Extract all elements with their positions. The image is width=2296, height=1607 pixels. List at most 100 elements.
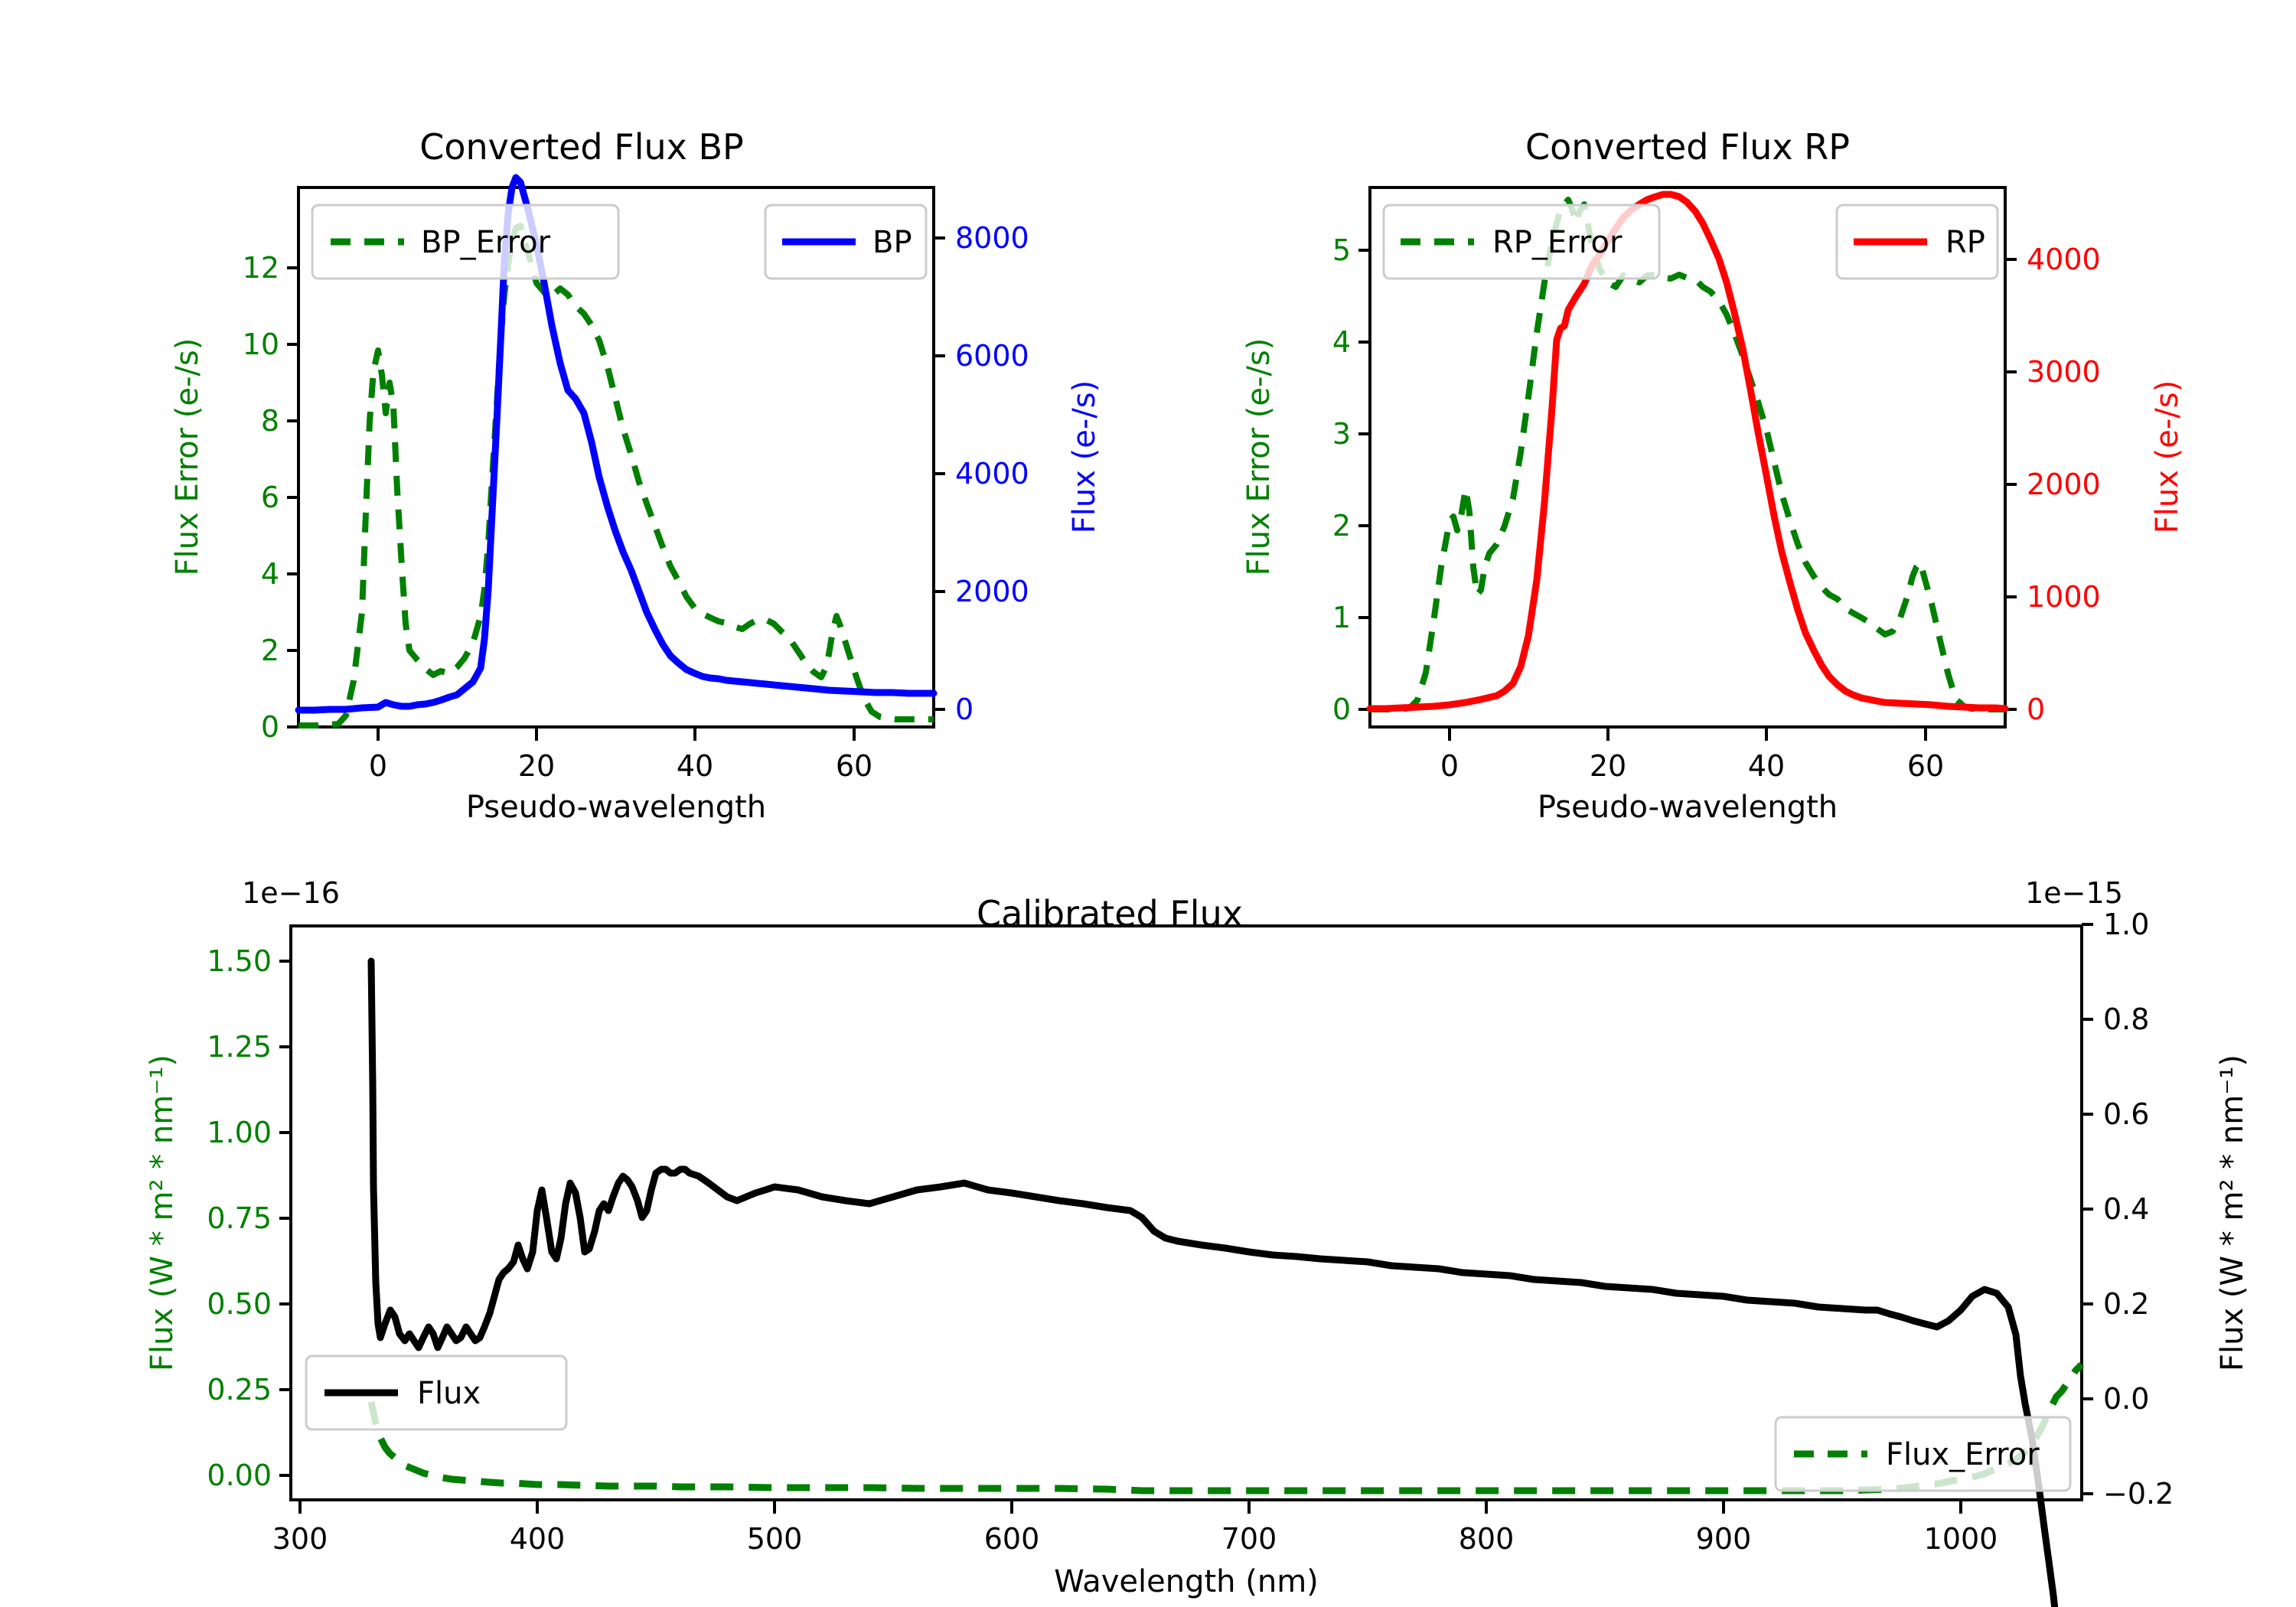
rp-ytick-left-4: 4	[1332, 325, 1351, 359]
calibrated-legend-error-label: Flux_Error	[1886, 1437, 2040, 1472]
rp-legend-error-label: RP_Error	[1492, 225, 1623, 260]
calibrated-ytick-left-075: 0.75	[207, 1201, 272, 1235]
calibrated-ytick-right-08: 0.8	[2103, 1002, 2149, 1036]
bp-axes-frame	[297, 186, 935, 729]
bp-ytick-right-0: 0	[955, 693, 974, 726]
rp-xtick-20: 20	[1590, 749, 1626, 783]
calibrated-ytick-left-000: 0.00	[207, 1459, 272, 1492]
calibrated-ytick-right-m02: −0.2	[2103, 1477, 2174, 1511]
calibrated-plot-area	[367, 957, 2085, 1607]
calibrated-right-yticks: −0.2 0.0 0.2 0.4 0.6 0.8 1.0	[2082, 908, 2174, 1511]
calibrated-xtick-900: 900	[1696, 1522, 1752, 1556]
calibrated-svg: Calibrated Flux 1e−16 1e−15 0.00 0.25 0.…	[145, 876, 2250, 1607]
calibrated-ytick-left-050: 0.50	[207, 1287, 272, 1321]
calibrated-left-offset-text: 1e−16	[242, 876, 340, 910]
rp-ytick-left-3: 3	[1332, 417, 1351, 451]
rp-axes-frame	[1368, 186, 2007, 729]
bp-ytick-left-12: 12	[243, 251, 279, 285]
bp-ytick-right-6000: 6000	[955, 339, 1029, 373]
rp-legend-error[interactable]: RP_Error	[1382, 204, 1661, 280]
calibrated-xticks: 300 400 500 600 700 800 900 1000	[272, 1500, 1998, 1556]
calibrated-ytick-right-00: 0.0	[2103, 1382, 2149, 1416]
rp-xtick-0: 0	[1440, 749, 1459, 783]
calibrated-legend-error[interactable]: Flux_Error	[1774, 1416, 2072, 1492]
bp-svg: Converted Flux BP 0 2 4 6 8 10 12	[170, 126, 1102, 825]
calibrated-xtick-400: 400	[510, 1522, 566, 1556]
bp-legend-flux-label: BP	[872, 225, 912, 260]
bp-plot-area	[295, 174, 938, 729]
bp-error-curve	[298, 223, 934, 729]
rp-ytick-left-2: 2	[1332, 509, 1351, 543]
bp-title: Converted Flux BP	[419, 126, 744, 168]
calibrated-axes-frame	[289, 924, 2083, 1501]
rp-xticks: 0 20 40 60	[1440, 727, 1944, 783]
calibrated-ytick-left-125: 1.25	[207, 1030, 272, 1064]
rp-ytick-right-3000: 3000	[2027, 355, 2101, 389]
bp-ytick-left-2: 2	[261, 634, 279, 667]
calibrated-ytick-left-025: 0.25	[207, 1373, 272, 1407]
rp-svg: Converted Flux RP 0 1 2 3 4 5	[1241, 126, 2185, 825]
calibrated-yaxis-left-label: Flux (W * m² * nm⁻¹)	[145, 1054, 180, 1371]
bp-ytick-right-4000: 4000	[955, 457, 1029, 491]
rp-left-yticks: 0 1 2 3 4 5	[1332, 233, 1370, 726]
rp-ytick-left-5: 5	[1332, 233, 1351, 267]
rp-ytick-right-0: 0	[2027, 693, 2045, 726]
calibrated-xtick-800: 800	[1459, 1522, 1515, 1556]
bp-legend-error-label: BP_Error	[421, 225, 551, 260]
bp-right-yticks: 0 2000 4000 6000 8000	[934, 221, 1029, 726]
calibrated-left-yticks: 0.00 0.25 0.50 0.75 1.00 1.25 1.50	[207, 944, 291, 1492]
rp-xtick-60: 60	[1907, 749, 1944, 783]
calibrated-right-offset-text: 1e−15	[2025, 876, 2123, 910]
bp-xtick-0: 0	[369, 749, 387, 783]
calibrated-xtick-700: 700	[1221, 1522, 1277, 1556]
rp-ytick-left-0: 0	[1332, 693, 1351, 726]
bp-legend-flux[interactable]: BP	[764, 204, 928, 280]
rp-plot-area	[1366, 191, 2009, 712]
bp-left-yticks: 0 2 4 6 8 10 12	[243, 251, 298, 744]
bp-xaxis-label: Pseudo-wavelength	[466, 790, 766, 825]
rp-title: Converted Flux RP	[1525, 126, 1850, 168]
bp-ytick-left-6: 6	[261, 481, 279, 514]
rp-right-yticks: 0 1000 2000 3000 4000	[2005, 243, 2101, 726]
calibrated-ytick-left-100: 1.00	[207, 1116, 272, 1149]
calibrated-ytick-left-150: 1.50	[207, 944, 272, 978]
rp-xaxis-label: Pseudo-wavelength	[1538, 790, 1838, 825]
bp-yaxis-right-label: Flux (e-/s)	[1067, 380, 1102, 533]
rp-legend-flux[interactable]: RP	[1835, 204, 1999, 280]
rp-error-curve	[1370, 197, 2007, 712]
rp-ytick-left-1: 1	[1332, 601, 1351, 634]
bp-ytick-right-8000: 8000	[955, 221, 1029, 255]
calibrated-xtick-300: 300	[272, 1522, 328, 1556]
calibrated-xtick-500: 500	[747, 1522, 803, 1556]
rp-yaxis-right-label: Flux (e-/s)	[2150, 380, 2185, 533]
calibrated-ytick-right-10: 1.0	[2103, 908, 2149, 941]
rp-xtick-40: 40	[1748, 749, 1785, 783]
bp-ytick-right-2000: 2000	[955, 575, 1029, 608]
bp-xtick-40: 40	[677, 749, 713, 783]
bp-xticks: 0 20 40 60	[369, 727, 872, 783]
bp-flux-curve	[295, 174, 938, 714]
bp-ytick-left-4: 4	[261, 557, 279, 591]
calibrated-title: Calibrated Flux	[977, 893, 1243, 934]
rp-ytick-right-2000: 2000	[2027, 468, 2101, 501]
bp-ytick-left-8: 8	[261, 404, 279, 438]
calibrated-legend-flux[interactable]: Flux	[305, 1354, 568, 1431]
rp-flux-curve	[1366, 191, 2009, 712]
calibrated-yaxis-right-label: Flux (W * m² * nm⁻¹)	[2215, 1054, 2250, 1371]
panel-converted-flux-rp: Converted Flux RP 0 1 2 3 4 5	[1148, 0, 2296, 826]
calibrated-ytick-right-04: 0.4	[2103, 1192, 2149, 1226]
calibrated-legend-flux-label: Flux	[417, 1376, 481, 1411]
bp-legend-error[interactable]: BP_Error	[311, 204, 620, 280]
rp-ytick-right-1000: 1000	[2027, 580, 2101, 614]
rp-ytick-right-4000: 4000	[2027, 243, 2101, 276]
bp-ytick-left-10: 10	[243, 328, 279, 361]
bp-yaxis-left-label: Flux Error (e-/s)	[170, 338, 205, 576]
calibrated-xtick-600: 600	[984, 1522, 1040, 1556]
bp-xtick-60: 60	[836, 749, 872, 783]
bp-ytick-left-0: 0	[261, 710, 279, 744]
bp-xtick-20: 20	[518, 749, 555, 783]
panel-converted-flux-bp: Converted Flux BP 0 2 4 6 8 10 12	[0, 0, 1148, 826]
calibrated-flux-curve	[367, 957, 2059, 1607]
panel-calibrated-flux: Calibrated Flux 1e−16 1e−15 0.00 0.25 0.…	[0, 826, 2296, 1607]
